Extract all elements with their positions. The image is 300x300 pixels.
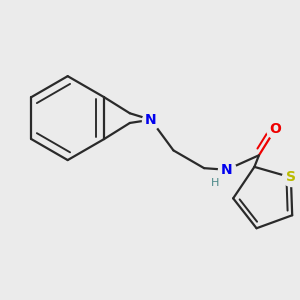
Text: S: S <box>286 170 296 184</box>
Text: N: N <box>221 163 232 177</box>
Text: H: H <box>211 178 220 188</box>
Text: N: N <box>145 113 157 127</box>
Text: O: O <box>269 122 281 136</box>
